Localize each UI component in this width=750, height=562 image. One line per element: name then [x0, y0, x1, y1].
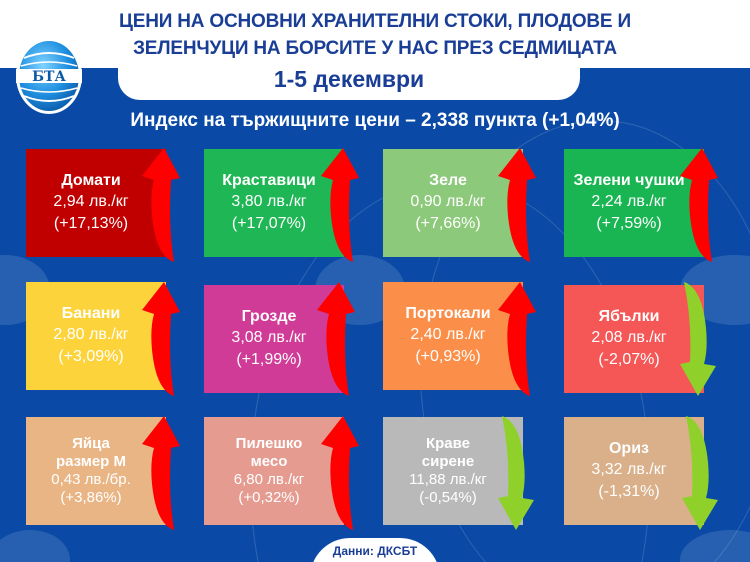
- price-card-green-peppers: Зелени чушки 2,24 лв./кг (+7,59%): [564, 149, 704, 257]
- price-card-apples: Ябълки 2,08 лв./кг (-2,07%): [564, 285, 704, 393]
- product-name: Ябълки: [598, 308, 660, 325]
- arrow-down-icon: [682, 416, 718, 530]
- price-card-cheese: Краве сирене 11,88 лв./кг (-0,54%): [383, 417, 523, 525]
- logo-text: БТА: [32, 69, 66, 85]
- product-price: 0,90 лв./кг: [410, 193, 486, 210]
- price-card-cucumbers: Краставици 3,80 лв./кг (+17,07%): [204, 149, 344, 257]
- price-card-chicken: Пилешко месо 6,80 лв./кг (+0,32%): [204, 417, 344, 525]
- product-change: (+17,07%): [231, 215, 307, 232]
- product-price: 0,43 лв./бр.: [51, 471, 131, 488]
- price-card-oranges: Портокали 2,40 лв./кг (+0,93%): [383, 282, 523, 390]
- product-price: 3,32 лв./кг: [591, 461, 667, 478]
- product-name: Банани: [61, 305, 121, 322]
- product-change: (+17,13%): [53, 215, 129, 232]
- product-name: Краве сирене: [421, 435, 475, 470]
- watermark-logo: [0, 530, 70, 562]
- product-name: Зеле: [429, 172, 467, 189]
- product-name: Портокали: [405, 305, 491, 322]
- product-change: (-2,07%): [598, 351, 660, 368]
- arrow-down-icon: [680, 282, 716, 396]
- product-change: (+0,93%): [415, 348, 481, 365]
- product-change: (+3,09%): [58, 348, 124, 365]
- product-name: Грозде: [241, 308, 297, 325]
- arrow-up-icon: [498, 148, 536, 262]
- product-change: (+1,99%): [236, 351, 302, 368]
- product-change: (+7,59%): [596, 215, 662, 232]
- product-change: (+3,86%): [60, 489, 122, 506]
- product-name: Зелени чушки: [573, 172, 685, 189]
- product-name: Яйца размер М: [55, 435, 127, 470]
- product-price: 2,24 лв./кг: [591, 193, 667, 210]
- product-name: Краставици: [222, 172, 316, 189]
- price-card-grapes: Грозде 3,08 лв./кг (+1,99%): [204, 285, 344, 393]
- product-name: Ориз: [608, 440, 649, 457]
- bta-logo: БТА: [14, 36, 84, 116]
- price-card-cabbage: Зеле 0,90 лв./кг (+7,66%): [383, 149, 523, 257]
- header-band: [0, 0, 750, 68]
- arrow-up-icon: [321, 148, 359, 262]
- data-source: Данни: ДКСБТ: [310, 538, 440, 562]
- price-card-rice: Ориз 3,32 лв./кг (-1,31%): [564, 417, 704, 525]
- title-line-2: ЗЕЛЕНЧУЦИ НА БОРСИТЕ У НАС ПРЕЗ СЕДМИЦАТ…: [133, 38, 617, 59]
- date-label: 1-5 декември: [273, 66, 425, 92]
- product-name: Пилешко месо: [235, 435, 303, 470]
- date-tab: [118, 60, 580, 100]
- arrow-up-icon: [142, 416, 180, 530]
- price-card-tomatoes: Домати 2,94 лв./кг (+17,13%): [26, 149, 166, 257]
- arrow-down-icon: [498, 416, 534, 530]
- price-card-eggs: Яйца размер М 0,43 лв./бр. (+3,86%): [26, 417, 166, 525]
- arrow-up-icon: [142, 148, 180, 262]
- arrow-up-icon: [498, 282, 536, 396]
- price-card-bananas: Банани 2,80 лв./кг (+3,09%): [26, 282, 166, 390]
- product-price: 11,88 лв./кг: [409, 471, 487, 488]
- market-index: Индекс на тържищните цени – 2,338 пункта…: [130, 110, 620, 131]
- product-change: (+0,32%): [238, 489, 300, 506]
- arrow-up-icon: [142, 282, 180, 396]
- arrow-up-icon: [317, 282, 355, 396]
- product-change: (+7,66%): [415, 215, 481, 232]
- product-price: 3,08 лв./кг: [231, 329, 307, 346]
- product-name: Домати: [61, 172, 121, 189]
- product-price: 2,94 лв./кг: [53, 193, 129, 210]
- product-price: 3,80 лв./кг: [231, 193, 307, 210]
- product-change: (-1,31%): [598, 483, 660, 500]
- title-line-1: ЦЕНИ НА ОСНОВНИ ХРАНИТЕЛНИ СТОКИ, ПЛОДОВ…: [119, 11, 631, 32]
- arrow-up-icon: [321, 416, 359, 530]
- arrow-up-icon: [680, 148, 718, 262]
- product-price: 6,80 лв./кг: [233, 471, 305, 488]
- page-title: ЦЕНИ НА ОСНОВНИ ХРАНИТЕЛНИ СТОКИ, ПЛОДОВ…: [80, 8, 670, 62]
- product-price: 2,08 лв./кг: [591, 329, 667, 346]
- product-price: 2,40 лв./кг: [410, 326, 486, 343]
- product-price: 2,80 лв./кг: [53, 326, 129, 343]
- product-change: (-0,54%): [419, 489, 477, 506]
